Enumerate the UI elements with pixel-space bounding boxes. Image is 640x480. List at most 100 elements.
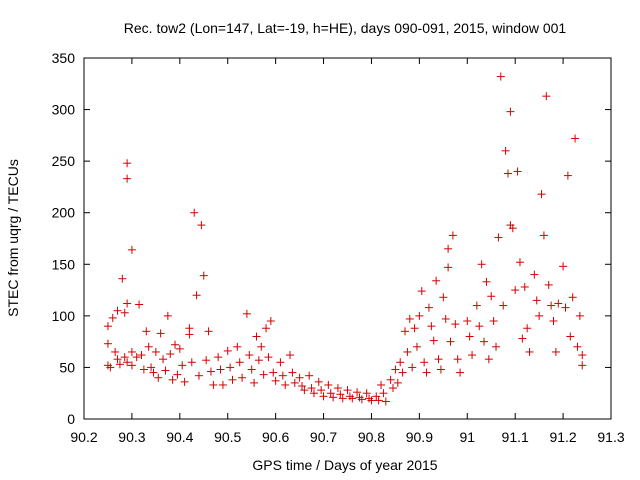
- data-point: [151, 347, 160, 356]
- data-point: [477, 260, 486, 269]
- data-point: [252, 332, 261, 341]
- data-point: [549, 317, 558, 326]
- y-axis-label: STEC from uqrg / TECUs: [5, 159, 21, 317]
- data-point: [132, 353, 141, 362]
- data-point: [288, 368, 297, 377]
- data-point: [127, 361, 136, 370]
- data-point: [578, 351, 587, 360]
- data-point: [163, 311, 172, 320]
- data-point: [496, 72, 505, 81]
- data-point: [511, 286, 520, 295]
- data-point: [463, 317, 472, 326]
- data-point: [314, 377, 323, 386]
- data-point: [259, 370, 268, 379]
- data-point: [319, 392, 328, 401]
- data-point: [286, 351, 295, 360]
- data-point: [578, 361, 587, 370]
- data-point: [192, 291, 201, 300]
- x-tick-label-3: 90.5: [214, 429, 241, 445]
- data-point: [197, 221, 206, 230]
- data-point: [194, 371, 203, 380]
- data-point: [281, 380, 290, 389]
- data-point: [168, 375, 177, 384]
- data-point: [410, 324, 419, 333]
- data-point: [389, 384, 398, 393]
- data-point: [175, 344, 184, 353]
- data-point: [204, 327, 213, 336]
- data-point: [451, 320, 460, 329]
- data-point: [367, 396, 376, 405]
- data-point: [475, 322, 484, 331]
- data-point: [372, 392, 381, 401]
- data-point: [487, 292, 496, 301]
- data-point: [393, 378, 402, 387]
- data-point: [305, 371, 314, 380]
- data-point: [446, 337, 455, 346]
- data-point: [427, 322, 436, 331]
- data-point: [544, 280, 553, 289]
- data-point: [515, 258, 524, 267]
- data-point: [156, 329, 165, 338]
- chart-title: Rec. tow2 (Lon=147, Lat=-19, h=HE), days…: [124, 20, 567, 36]
- data-point: [575, 311, 584, 320]
- data-point: [374, 396, 383, 405]
- data-point: [441, 314, 450, 323]
- data-point: [223, 346, 232, 355]
- data-point: [324, 380, 333, 389]
- data-point: [484, 355, 493, 364]
- data-point: [159, 355, 168, 364]
- data-point: [218, 380, 227, 389]
- data-point: [278, 371, 287, 380]
- data-point: [444, 263, 453, 272]
- data-point: [187, 358, 196, 367]
- data-point: [123, 299, 132, 308]
- data-point: [144, 342, 153, 351]
- data-point: [103, 339, 112, 348]
- data-point: [180, 377, 189, 386]
- data-point: [238, 373, 247, 382]
- data-point: [551, 347, 560, 356]
- data-point: [535, 311, 544, 320]
- data-point: [113, 306, 122, 315]
- data-point: [494, 233, 503, 242]
- data-point: [271, 376, 280, 385]
- data-point: [422, 368, 431, 377]
- data-point: [245, 351, 254, 360]
- data-point: [518, 334, 527, 343]
- x-tick-label-2: 90.4: [166, 429, 193, 445]
- data-point: [216, 365, 225, 374]
- data-point: [499, 301, 508, 310]
- data-point: [199, 271, 208, 280]
- data-point: [123, 174, 132, 183]
- data-point: [520, 282, 529, 291]
- data-point: [173, 370, 182, 379]
- data-point: [111, 347, 120, 356]
- data-point: [453, 355, 462, 364]
- data-point: [537, 190, 546, 199]
- x-tick-label-6: 90.8: [358, 429, 385, 445]
- data-point: [247, 365, 256, 374]
- data-point: [489, 317, 498, 326]
- data-point: [120, 308, 129, 317]
- data-point: [178, 361, 187, 370]
- data-point: [103, 322, 112, 331]
- data-point: [405, 314, 414, 323]
- data-point: [412, 342, 421, 351]
- data-point: [480, 337, 489, 346]
- data-point: [532, 296, 541, 305]
- data-point: [429, 336, 438, 345]
- data-point: [309, 389, 318, 398]
- data-point: [135, 300, 144, 309]
- data-point: [235, 358, 244, 367]
- data-point: [501, 146, 510, 155]
- data-point: [420, 358, 429, 367]
- data-point: [295, 373, 304, 382]
- data-point: [307, 384, 316, 393]
- x-tick-label-9: 91.1: [502, 429, 529, 445]
- x-tick-label-4: 90.6: [262, 429, 289, 445]
- data-point: [547, 301, 556, 310]
- data-point: [343, 386, 352, 395]
- data-point: [262, 324, 271, 333]
- data-point: [503, 169, 512, 178]
